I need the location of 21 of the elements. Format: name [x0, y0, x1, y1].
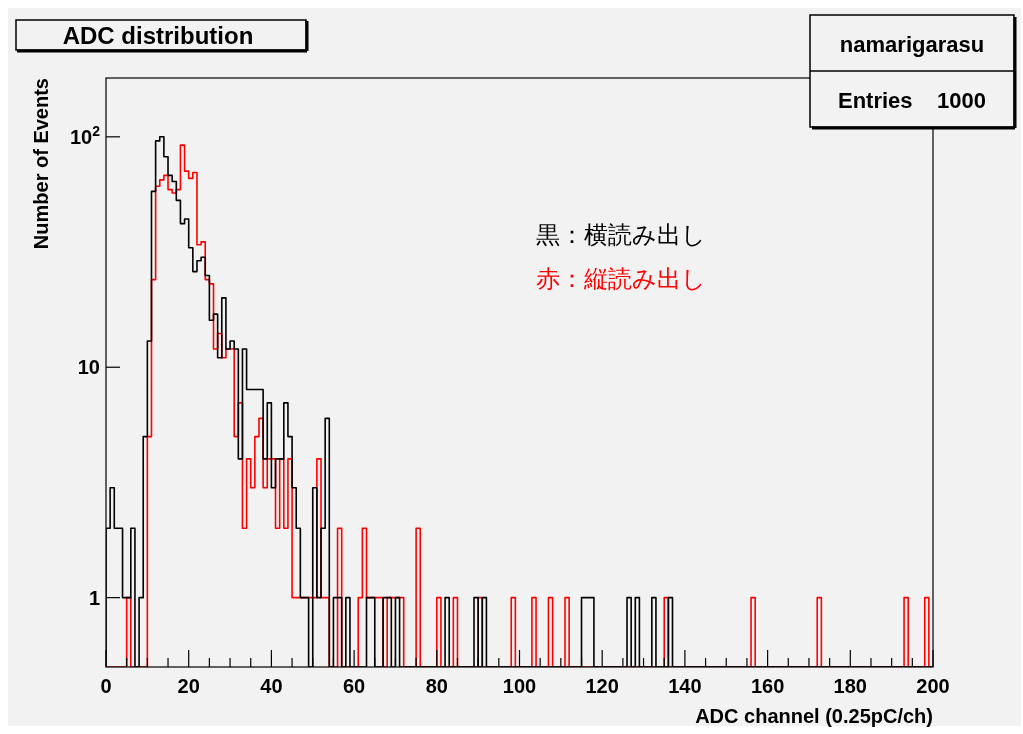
y-tick-label: 10 — [77, 356, 100, 379]
x-tick-label: 0 — [100, 675, 112, 697]
text: namarigarasu — [839, 32, 985, 57]
y-tick-label: 1 — [88, 586, 100, 609]
x-tick-label: 80 — [425, 675, 448, 697]
x-tick-label: 180 — [833, 675, 867, 697]
x-tick-label: 200 — [916, 675, 950, 697]
x-tick-label: 160 — [750, 675, 785, 697]
x-tick-label: 20 — [177, 675, 200, 697]
text: 赤：縦読み出し — [536, 265, 707, 293]
annotation: Entries 1000 — [838, 88, 986, 113]
y-tick-label: 10$^{2}$ — [69, 122, 101, 148]
y-axis-title: Number of Events — [30, 78, 52, 250]
text: 黒：横読み出し — [536, 221, 707, 249]
x-tick-label: 140 — [668, 675, 702, 697]
chart-title: ADC distribution — [62, 22, 254, 49]
x-tick-label: 100 — [502, 675, 537, 697]
x-tick-label: 60 — [342, 675, 366, 697]
x-tick-label: 40 — [260, 675, 283, 697]
x-tick-label: 120 — [585, 675, 619, 697]
x-axis-title: ADC channel (0.25pC/ch) — [695, 705, 933, 727]
